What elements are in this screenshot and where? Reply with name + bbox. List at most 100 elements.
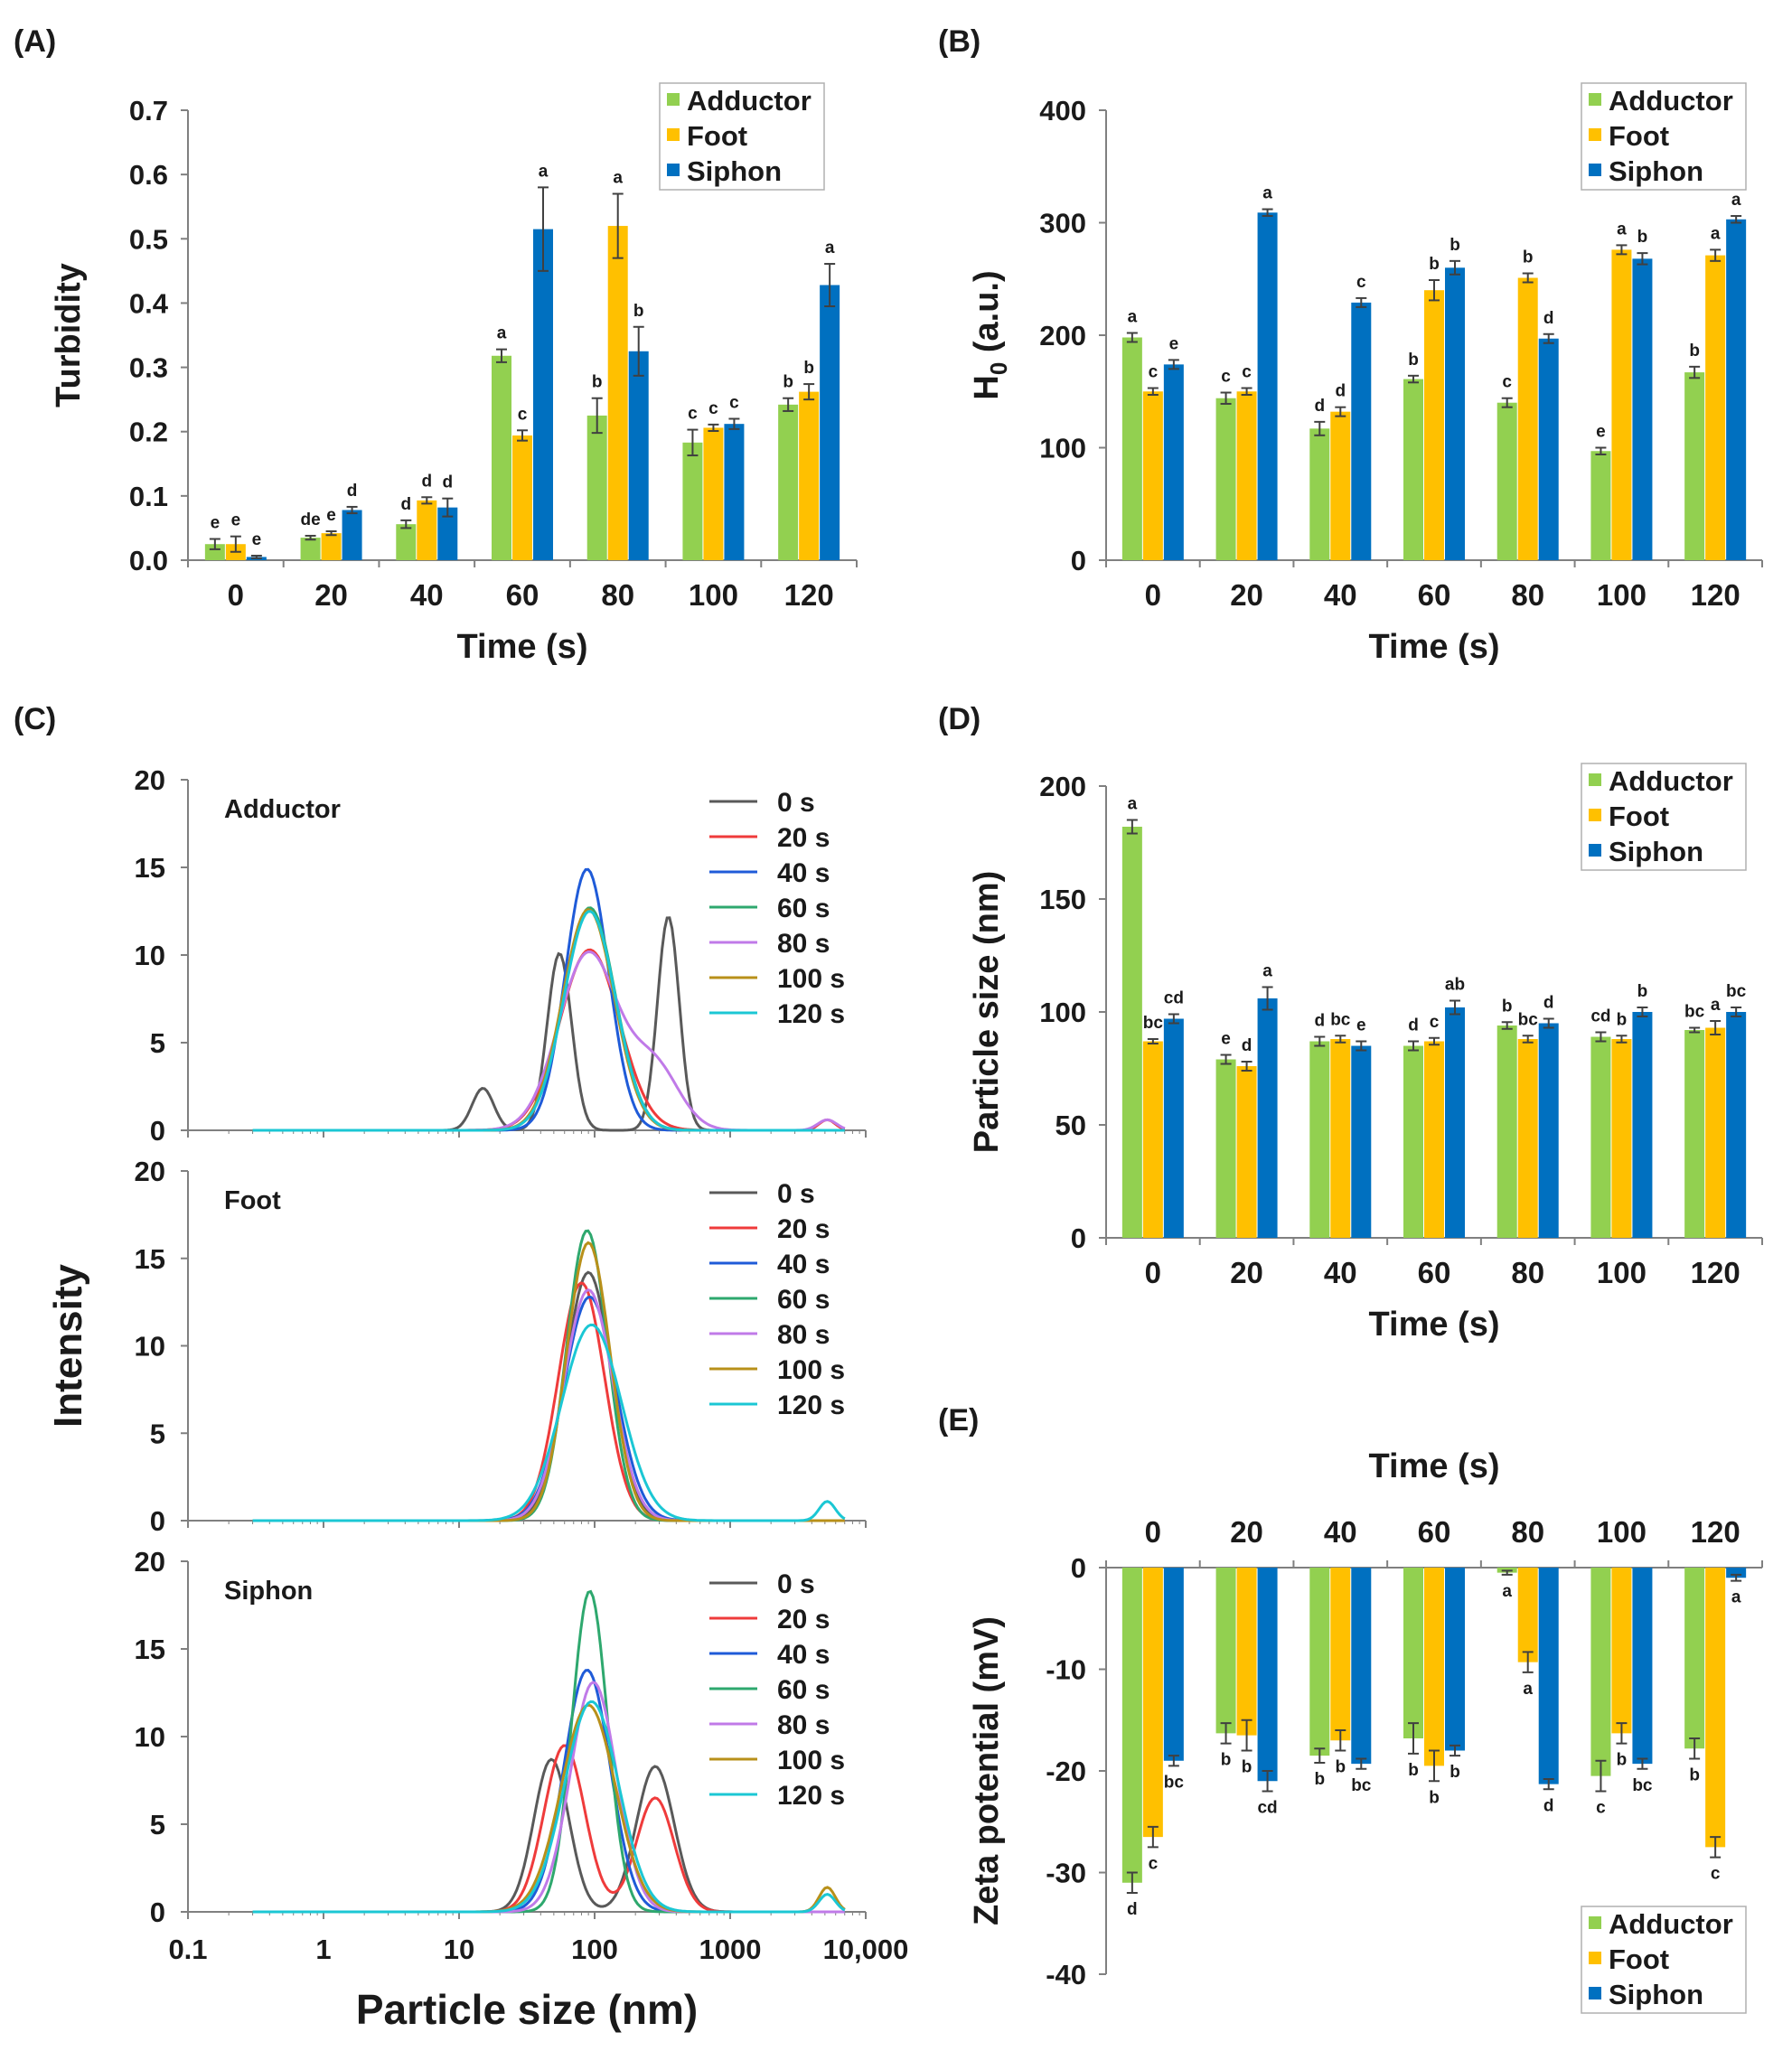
x-tick-label-a: 60 (506, 578, 539, 612)
y-tick-label-a: 0.0 (129, 545, 168, 576)
legend-swatch-e-foot (1589, 1952, 1601, 1964)
legend-label-c: 0 s (777, 788, 815, 818)
bar-b-siphon (1726, 219, 1747, 560)
panel-label-d: (D) (938, 702, 980, 736)
legend-label-c: 60 s (777, 1285, 830, 1315)
bar-e-foot (1424, 1568, 1444, 1766)
y-tick-label-c: 0 (150, 1896, 165, 1928)
bar-b-adductor (1215, 398, 1236, 560)
line-series-c-siphon (252, 1589, 845, 1914)
y-tick-label-a: 0.5 (129, 223, 168, 255)
significance-letter-e: b (1617, 1751, 1628, 1770)
x-tick-label-c: 10 (444, 1934, 474, 1965)
bar-e-siphon (1257, 1568, 1278, 1782)
significance-letter-a: d (400, 495, 411, 514)
x-tick-label-e: 0 (1145, 1515, 1161, 1549)
significance-letter-d: e (1221, 1030, 1231, 1049)
significance-letter-b: c (1242, 363, 1252, 382)
y-tick-label-c: 20 (135, 764, 165, 796)
x-tick-label-a: 20 (314, 578, 348, 612)
significance-letter-a: b (803, 359, 814, 378)
legend-label-c: 40 s (777, 1250, 830, 1279)
x-tick-label-d: 0 (1145, 1256, 1161, 1289)
legend-label-a-siphon: Siphon (687, 155, 782, 187)
significance-letter-a: a (497, 324, 507, 343)
bar-e-adductor (1403, 1568, 1423, 1738)
significance-letter-a: e (211, 514, 220, 533)
significance-letter-e: d (1543, 1796, 1554, 1815)
legend-swatch-b-adductor (1589, 93, 1601, 106)
bar-e-adductor (1684, 1568, 1705, 1749)
bar-d-adductor (1121, 827, 1142, 1238)
significance-letter-d: d (1314, 1012, 1325, 1031)
significance-letter-e: a (1502, 1582, 1512, 1601)
legend-label-d-siphon: Siphon (1609, 836, 1703, 867)
y-tick-label-a: 0.7 (129, 95, 168, 126)
legend-label-c: 100 s (777, 1355, 845, 1385)
x-tick-label-c: 10,000 (823, 1934, 909, 1965)
significance-letter-e: b (1314, 1770, 1325, 1789)
significance-letter-a: e (326, 506, 336, 525)
y-tick-label-c: 20 (135, 1546, 165, 1578)
bar-a-adductor (778, 404, 799, 560)
legend-swatch-b-siphon (1589, 164, 1601, 176)
bar-a-adductor (682, 442, 703, 560)
line-series-c-siphon (252, 1681, 845, 1914)
x-tick-label-d: 80 (1511, 1256, 1544, 1289)
line-series-c-foot (252, 1323, 846, 1522)
legend-label-b-foot: Foot (1609, 120, 1669, 152)
y-tick-label-c: 15 (135, 852, 165, 884)
bar-e-foot (1142, 1568, 1163, 1838)
bar-d-foot (1517, 1039, 1538, 1238)
significance-letter-d: bc (1330, 1010, 1351, 1029)
significance-letter-a: d (421, 472, 432, 491)
bar-a-siphon (628, 351, 649, 560)
x-axis-title-a: Time (s) (456, 628, 587, 666)
bar-a-adductor (396, 524, 417, 560)
legend-label-c: 0 s (777, 1569, 815, 1599)
y-tick-label-c: 5 (150, 1418, 165, 1449)
bar-d-siphon (1351, 1045, 1372, 1238)
bar-e-adductor (1309, 1568, 1330, 1756)
legend-swatch-d-adductor (1589, 773, 1601, 786)
bar-d-adductor (1496, 1026, 1517, 1238)
y-tick-label-c: 20 (135, 1156, 165, 1187)
line-series-c-foot (252, 1241, 845, 1522)
x-tick-label-d: 20 (1230, 1256, 1263, 1289)
x-tick-label-e: 80 (1511, 1515, 1544, 1549)
significance-letter-e: b (1335, 1758, 1346, 1777)
significance-letter-e: b (1221, 1751, 1232, 1770)
bar-e-foot (1330, 1568, 1351, 1741)
bar-e-siphon (1538, 1568, 1559, 1784)
significance-letter-a: c (518, 405, 528, 424)
bar-e-foot (1517, 1568, 1538, 1662)
significance-letter-b: b (1637, 228, 1648, 247)
y-tick-label-c: 10 (135, 1331, 165, 1363)
y-tick-label-d: 100 (1039, 997, 1086, 1028)
significance-letter-d: b (1637, 982, 1648, 1001)
significance-letter-b: e (1169, 334, 1179, 353)
legend-label-c: 20 s (777, 1605, 830, 1634)
significance-letter-e: a (1731, 1588, 1741, 1607)
bar-a-foot (321, 533, 342, 560)
legend-label-c: 120 s (777, 999, 845, 1029)
y-tick-label-b: 200 (1039, 320, 1086, 351)
y-tick-label-b: 300 (1039, 208, 1086, 239)
legend-label-d-foot: Foot (1609, 801, 1669, 832)
bar-b-siphon (1632, 258, 1653, 560)
x-tick-label-b: 0 (1145, 578, 1161, 612)
bar-a-foot (512, 435, 532, 560)
line-series-c-foot (252, 1270, 845, 1522)
x-tick-label-a: 40 (410, 578, 444, 612)
bar-e-foot (1236, 1568, 1257, 1736)
bar-e-siphon (1726, 1568, 1747, 1578)
bar-a-adductor (204, 544, 225, 560)
bar-b-foot (1330, 411, 1351, 560)
significance-letter-d: a (1711, 996, 1721, 1015)
legend-swatch-a-siphon (667, 164, 680, 176)
x-tick-label-b: 80 (1511, 578, 1544, 612)
legend-swatch-b-foot (1589, 128, 1601, 141)
significance-letter-d: ab (1445, 976, 1465, 995)
significance-letter-b: a (1711, 224, 1721, 243)
